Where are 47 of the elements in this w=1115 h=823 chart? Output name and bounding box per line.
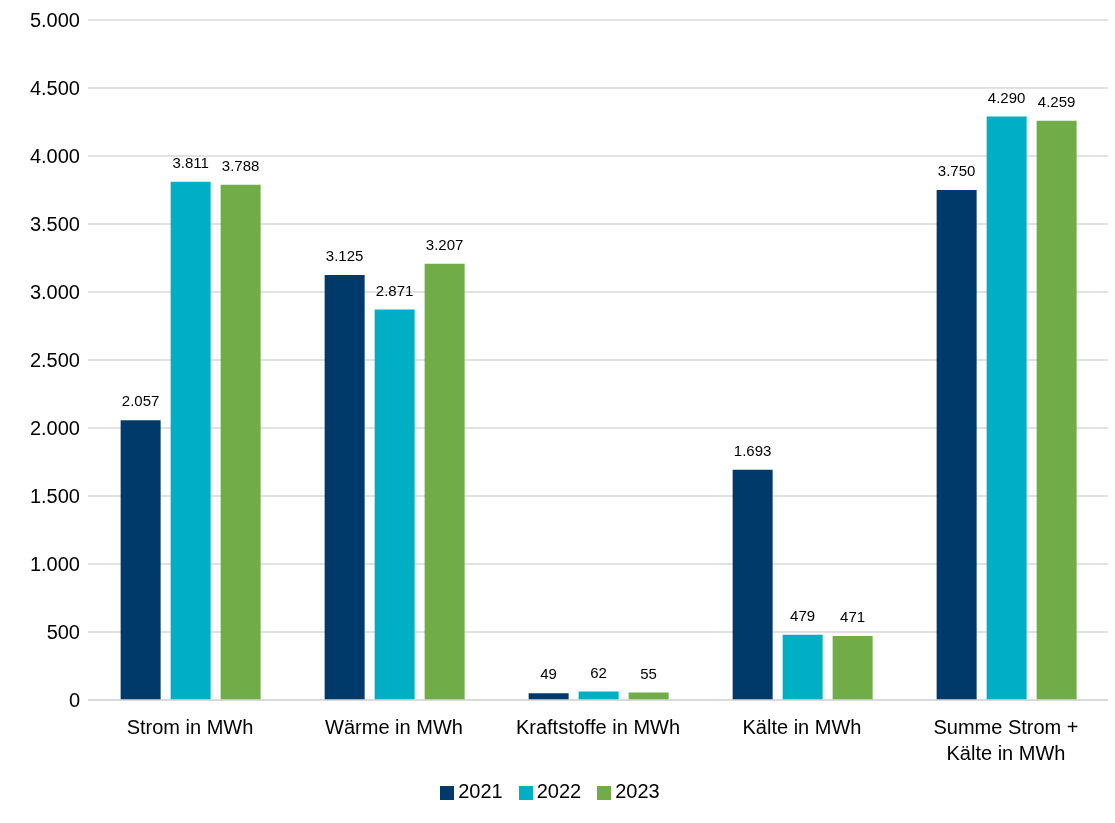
bar <box>120 420 161 700</box>
data-label: 4.290 <box>987 88 1026 106</box>
x-tick-label: Kraftstoffe in MWh <box>515 716 681 738</box>
data-label: 62 <box>590 663 607 681</box>
data-label: 4.259 <box>1037 92 1076 110</box>
data-label: 3.788 <box>221 156 260 174</box>
legend-label: 2022 <box>536 780 582 802</box>
bar <box>782 634 823 700</box>
y-tick-label: 1.500 <box>29 485 80 508</box>
data-label: 2.871 <box>375 281 414 299</box>
y-tick-label: 3.000 <box>29 281 80 304</box>
data-label: 3.125 <box>325 247 364 264</box>
x-tick-label: Kälte in MWh <box>742 716 862 738</box>
bar <box>170 181 211 700</box>
y-tick-label: 4.500 <box>29 77 80 100</box>
y-tick-label: 2.000 <box>29 417 80 440</box>
data-label: 55 <box>640 664 657 682</box>
y-tick-label: 500 <box>46 621 80 644</box>
y-tick-label: 0 <box>68 689 80 712</box>
y-tick-label: 3.500 <box>29 213 80 236</box>
x-tick-label: Summe Strom + Kälte in MWh <box>933 716 1079 764</box>
legend-label: 2021 <box>458 780 503 802</box>
bar <box>986 116 1027 700</box>
bar <box>936 190 977 700</box>
bar <box>424 263 465 700</box>
data-label: 479 <box>790 606 816 624</box>
data-label: 1.693 <box>733 441 772 459</box>
bar <box>374 309 415 700</box>
y-tick-label: 1.000 <box>29 553 80 576</box>
y-tick-label: 5.000 <box>29 9 80 32</box>
x-tick-label: Wärme in MWh <box>325 716 463 738</box>
data-label: 471 <box>840 607 866 625</box>
y-tick-label: 2.500 <box>29 349 80 372</box>
bar <box>832 635 873 700</box>
bar <box>324 275 365 700</box>
x-tick-label: Strom in MWh <box>126 716 254 738</box>
bar <box>1036 120 1077 700</box>
data-label: 49 <box>540 665 557 683</box>
data-label: 3.811 <box>172 153 209 171</box>
data-label: 3.750 <box>937 162 976 179</box>
bar <box>528 693 569 700</box>
data-label: 2.057 <box>121 392 160 410</box>
bar <box>732 469 773 700</box>
bar <box>220 184 261 700</box>
data-label: 3.207 <box>425 235 464 253</box>
y-tick-label: 4.000 <box>29 145 80 168</box>
legend-label: 2023 <box>615 780 660 802</box>
